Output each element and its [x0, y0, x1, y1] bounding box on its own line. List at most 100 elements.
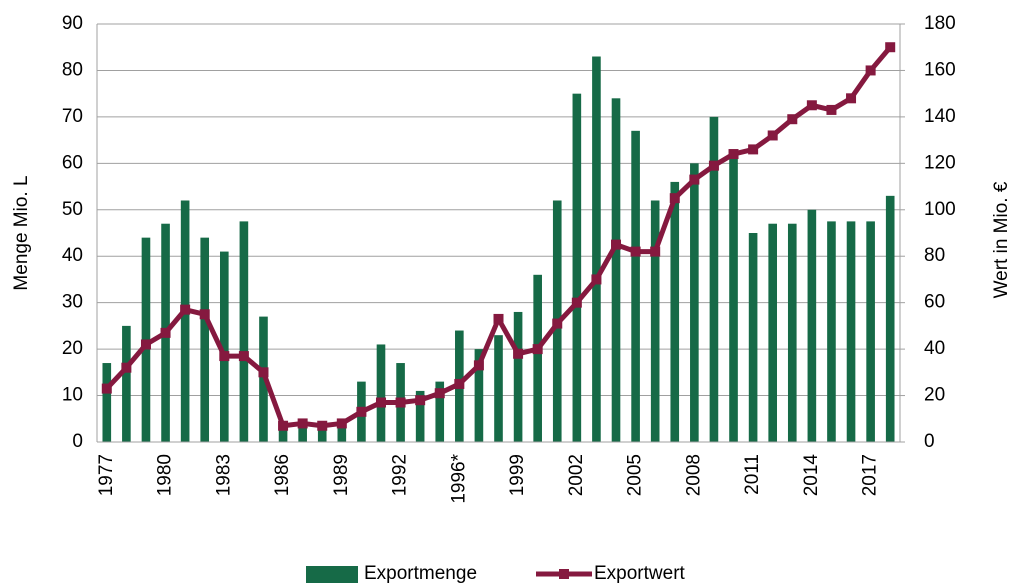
bar — [709, 116, 719, 442]
x-tick-label: 2011 — [742, 454, 763, 495]
y-tick-label: 40 — [62, 245, 83, 266]
x-tick-label: 2002 — [566, 454, 587, 496]
marker — [454, 378, 465, 389]
marker — [728, 149, 739, 160]
marker — [356, 406, 367, 417]
marker — [278, 420, 289, 431]
marker — [826, 104, 837, 115]
marker — [552, 318, 563, 329]
bar — [513, 311, 523, 442]
y-tick-label: 50 — [62, 199, 83, 220]
bar — [474, 349, 484, 442]
bar — [435, 381, 445, 442]
y-tick-label: 70 — [62, 106, 83, 127]
y-tick-label: 10 — [62, 385, 83, 406]
marker — [258, 367, 269, 378]
marker — [336, 418, 347, 429]
marker — [101, 383, 112, 394]
x-tick-label: 1992 — [390, 454, 411, 496]
marker — [434, 388, 445, 399]
marker — [571, 297, 582, 308]
y-tick-label: 60 — [62, 152, 83, 173]
y2-tick-label: 160 — [924, 59, 956, 80]
marker — [532, 344, 543, 355]
marker — [885, 42, 896, 53]
marker — [767, 130, 778, 141]
marker — [708, 160, 719, 171]
bar — [239, 221, 249, 442]
bar — [650, 200, 660, 442]
y2-tick-label: 140 — [924, 106, 956, 127]
x-tick-label: 1977 — [96, 454, 117, 496]
x-tick-label: 1983 — [213, 454, 234, 496]
marker — [591, 274, 602, 285]
bar — [885, 195, 895, 442]
y2-tick-label: 60 — [924, 292, 945, 313]
marker — [297, 418, 308, 429]
marker — [650, 246, 661, 257]
bar — [827, 221, 836, 442]
y-tick-label: 90 — [62, 13, 83, 34]
x-tick-label: 1989 — [331, 454, 352, 496]
marker — [748, 144, 759, 155]
bar — [376, 344, 386, 442]
y-axis-title: Menge Mio. L — [11, 175, 32, 290]
bar — [690, 163, 699, 443]
y-tick-label: 0 — [72, 431, 83, 452]
marker — [513, 348, 524, 359]
bar — [180, 200, 190, 442]
bar — [768, 223, 778, 442]
marker — [630, 246, 641, 257]
y-tick-label: 30 — [62, 292, 83, 313]
bar — [122, 325, 131, 442]
marker — [473, 360, 484, 371]
marker — [121, 362, 132, 373]
bar — [611, 98, 621, 443]
bar — [670, 181, 680, 442]
bar — [729, 154, 738, 443]
y-tick-label: 80 — [62, 59, 83, 80]
bar — [415, 390, 425, 442]
marker — [219, 351, 230, 362]
bar — [592, 56, 601, 443]
y2-tick-label: 80 — [924, 245, 945, 266]
x-tick-label: 2014 — [801, 454, 822, 497]
legend-swatch — [559, 569, 569, 579]
marker — [180, 304, 191, 315]
legend-label: Exportwert — [594, 563, 686, 584]
marker — [160, 327, 171, 338]
y2-tick-label: 0 — [924, 431, 935, 452]
marker — [395, 397, 406, 408]
y2-tick-label: 100 — [924, 199, 956, 220]
bar — [200, 237, 210, 442]
marker — [806, 100, 817, 111]
marker — [199, 309, 210, 320]
x-tick-label: 1996* — [448, 453, 469, 503]
y2-tick-label: 120 — [924, 152, 956, 173]
bar — [807, 209, 817, 442]
x-tick-label: 2017 — [860, 454, 881, 496]
marker — [415, 395, 426, 406]
marker — [689, 174, 700, 185]
marker — [669, 193, 680, 204]
bar — [631, 130, 640, 443]
bar — [846, 221, 856, 442]
y2-axis-title: Wert in Mio. € — [991, 181, 1012, 298]
bar — [533, 274, 542, 442]
marker — [375, 397, 386, 408]
bar — [572, 93, 582, 443]
x-tick-label: 2005 — [625, 454, 646, 496]
bar — [337, 423, 347, 442]
bar — [102, 363, 112, 442]
bar — [219, 251, 229, 442]
marker — [865, 65, 876, 76]
x-tick-label: 1999 — [507, 454, 528, 496]
marker — [846, 93, 857, 104]
x-tick-label: 1986 — [272, 454, 293, 496]
bar — [748, 233, 758, 442]
bar — [317, 425, 327, 442]
y2-tick-label: 20 — [924, 385, 945, 406]
marker — [238, 351, 249, 362]
